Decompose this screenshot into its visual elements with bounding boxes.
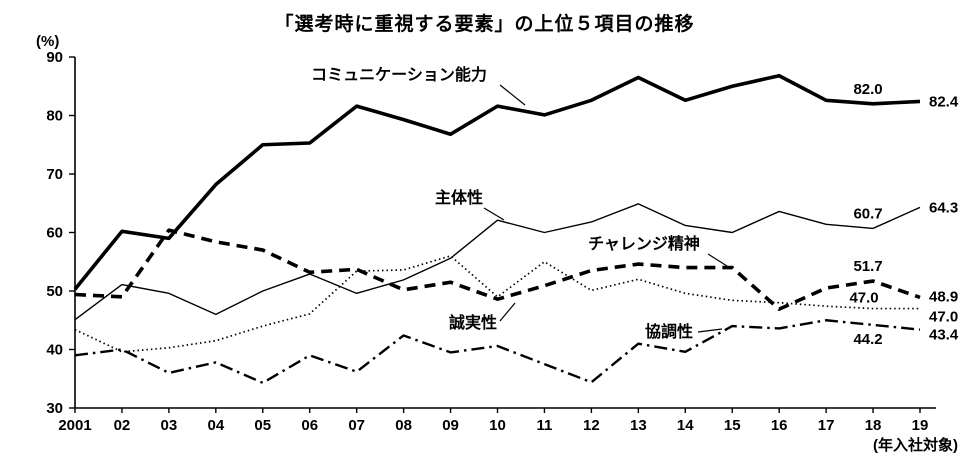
series-name-leader-challenge-spirit <box>707 253 728 267</box>
value-label-challenge-spirit: 51.7 <box>853 258 882 275</box>
value-label-communication: 82.4 <box>929 93 959 110</box>
y-tick-label: 80 <box>46 108 63 125</box>
x-axis-note: (年入社対象) <box>873 436 958 454</box>
series-name-label-sincerity: 誠実性 <box>449 313 497 332</box>
x-tick-label: 13 <box>630 417 647 434</box>
chart-title: 「選考時に重視する要素」の上位５項目の推移 <box>274 14 695 35</box>
axes <box>74 57 936 409</box>
x-tick-label: 2001 <box>58 417 91 434</box>
series-line-challenge-spirit <box>74 228 921 311</box>
series-name-label-challenge-spirit: チャレンジ精神 <box>588 234 700 253</box>
x-tick-label: 05 <box>254 417 271 434</box>
x-tick-label: 17 <box>818 417 835 434</box>
y-tick-label: 60 <box>46 225 63 242</box>
value-label-initiative: 60.7 <box>853 205 882 222</box>
series-name-label-communication: コミュニケーション能力 <box>311 65 487 84</box>
y-tick-label: 40 <box>46 342 63 359</box>
value-label-cooperativeness: 43.4 <box>929 327 959 344</box>
x-tick-label: 10 <box>489 417 506 434</box>
y-tick-label: 50 <box>46 283 63 300</box>
x-tick-label: 06 <box>301 417 318 434</box>
x-tick-label: 04 <box>207 417 224 434</box>
x-tick-label: 02 <box>114 417 131 434</box>
y-tick-label: 30 <box>46 400 63 417</box>
y-tick-label: 90 <box>46 49 63 66</box>
series-name-label-initiative: 主体性 <box>435 188 483 207</box>
series-line-sincerity <box>74 255 920 353</box>
y-tick-label: 70 <box>46 166 63 183</box>
series-name-leader-cooperativeness <box>697 328 723 333</box>
x-tick-label: 09 <box>442 417 459 434</box>
series-name-leader-communication <box>499 84 526 106</box>
value-label-communication: 82.0 <box>853 81 882 98</box>
x-tick-label: 19 <box>912 417 929 434</box>
x-tick-label: 18 <box>865 417 882 434</box>
x-tick-label: 11 <box>537 417 553 434</box>
value-label-sincerity: 47.0 <box>849 290 878 307</box>
series-name-leader-sincerity <box>499 302 516 322</box>
value-label-sincerity: 47.0 <box>929 309 958 326</box>
value-label-cooperativeness: 44.2 <box>853 331 882 348</box>
x-tick-label: 16 <box>771 417 788 434</box>
series-line-cooperativeness <box>74 319 921 385</box>
y-axis-unit-label: (%) <box>36 33 59 50</box>
x-tick-label: 08 <box>395 417 412 434</box>
x-tick-label: 12 <box>583 417 600 434</box>
x-tick-label: 14 <box>677 417 694 434</box>
series-name-leader-initiative <box>483 207 505 221</box>
value-label-initiative: 64.3 <box>929 199 958 216</box>
x-tick-label: 07 <box>348 417 365 434</box>
series-line-initiative <box>74 203 921 321</box>
x-tick-label: 03 <box>161 417 178 434</box>
series-line-communication <box>73 73 921 291</box>
value-label-challenge-spirit: 48.9 <box>929 288 958 305</box>
series-name-label-cooperativeness: 協調性 <box>645 322 693 341</box>
x-tick-label: 15 <box>724 417 741 434</box>
